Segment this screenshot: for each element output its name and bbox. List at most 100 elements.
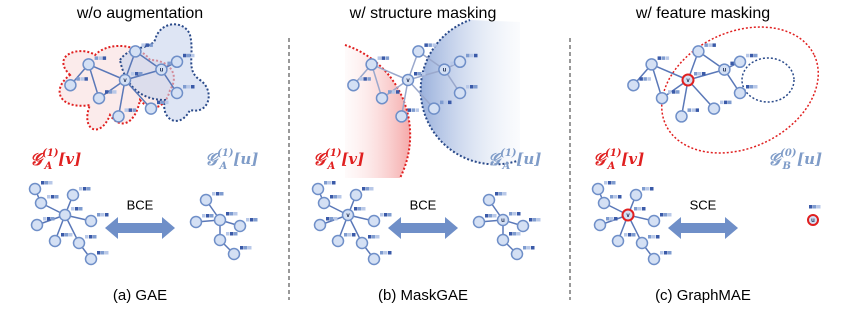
node — [215, 215, 226, 226]
node — [657, 93, 668, 104]
feature-cell — [817, 205, 821, 209]
node — [86, 216, 97, 227]
feature-cell — [41, 181, 45, 185]
label-superscript: (1) — [217, 148, 234, 159]
feature-cell — [254, 218, 258, 222]
feature-cell — [187, 85, 191, 89]
label-superscript: (1) — [500, 148, 517, 159]
feature-cell — [664, 251, 668, 255]
feature-cell — [642, 207, 646, 211]
feature-cell — [466, 85, 470, 89]
feature-cell — [474, 54, 478, 58]
feature-cell — [141, 43, 145, 47]
feature-cell — [658, 56, 662, 60]
feature-cell — [248, 246, 252, 250]
feature-cell — [161, 101, 165, 105]
feature-cell — [97, 213, 101, 217]
feature-region-u — [742, 58, 794, 102]
label-index: [u] — [797, 150, 822, 168]
feature-cell — [362, 207, 366, 211]
feature-cell — [664, 213, 668, 217]
figure: w/o augmentation(a) GAEvu𝒢(1)A[v]𝒢(1)A[u… — [0, 0, 844, 312]
feature-cell — [380, 251, 384, 255]
feature-cell — [183, 85, 187, 89]
feature-cell — [529, 218, 533, 222]
feature-cell — [608, 181, 612, 185]
feature-cell — [643, 77, 647, 81]
node — [94, 93, 105, 104]
graph-label: 𝒢(1)A[u] — [205, 148, 258, 172]
feature-cell — [85, 235, 89, 239]
label-superscript: (0) — [780, 148, 797, 159]
node — [512, 249, 523, 260]
feature-cell — [97, 251, 101, 255]
feature-cell — [444, 101, 448, 105]
node — [86, 254, 97, 265]
node — [646, 59, 657, 70]
node — [693, 46, 704, 57]
feature-cell — [212, 192, 216, 196]
label-subscript: A — [327, 161, 336, 172]
feature-cell — [338, 195, 342, 199]
feature-cell — [704, 43, 708, 47]
feature-cell — [712, 43, 716, 47]
feature-cell — [89, 235, 93, 239]
feature-cell — [668, 90, 672, 94]
node — [50, 236, 61, 247]
node — [498, 235, 509, 246]
feature-cell — [652, 235, 656, 239]
feature-cell — [668, 251, 672, 255]
node — [68, 190, 79, 201]
feature-cell — [45, 181, 49, 185]
feature-cell — [220, 192, 224, 196]
feature-cell — [334, 217, 338, 221]
feature-cell — [354, 207, 358, 211]
feature-cell — [632, 233, 636, 237]
feature-cell — [470, 54, 474, 58]
feature-cell — [639, 77, 643, 81]
node — [369, 254, 380, 265]
node — [357, 238, 368, 249]
feature-cell — [206, 214, 210, 218]
panel-caption: (b) MaskGAE — [378, 287, 468, 304]
feature-cell — [344, 233, 348, 237]
feature-cell — [47, 195, 51, 199]
feature-cell — [76, 77, 80, 81]
feature-cell — [183, 54, 187, 58]
feature-cell — [614, 195, 618, 199]
feature-cell — [79, 207, 83, 211]
feature-cell — [493, 214, 497, 218]
node — [455, 88, 466, 99]
feature-cell — [428, 43, 432, 47]
feature-cell — [191, 54, 195, 58]
feature-cell — [809, 205, 813, 209]
node-label: u — [160, 68, 164, 74]
feature-cell — [662, 56, 666, 60]
feature-cell — [509, 232, 513, 236]
feature-cell — [604, 181, 608, 185]
feature-cell — [367, 77, 371, 81]
feature-cell — [750, 85, 754, 89]
feature-cell — [49, 181, 53, 185]
feature-cell — [244, 246, 248, 250]
label-index: [u] — [516, 150, 541, 168]
feature-cell — [167, 62, 171, 66]
feature-cell — [388, 251, 392, 255]
panel-title: w/ structure masking — [349, 5, 497, 22]
feature-cell — [95, 56, 99, 60]
node — [235, 221, 246, 232]
feature-cell — [105, 251, 109, 255]
node — [631, 190, 642, 201]
feature-cell — [656, 235, 660, 239]
feature-cell — [326, 217, 330, 221]
panel-title: w/ feature masking — [635, 5, 770, 22]
label-subscript: A — [219, 161, 228, 172]
feature-cell — [210, 214, 214, 218]
feature-cell — [416, 108, 420, 112]
feature-cell — [660, 251, 664, 255]
feature-cell — [533, 218, 537, 222]
feature-cell — [531, 246, 535, 250]
feature-cell — [79, 187, 83, 191]
node — [377, 93, 388, 104]
feature-cell — [334, 195, 338, 199]
